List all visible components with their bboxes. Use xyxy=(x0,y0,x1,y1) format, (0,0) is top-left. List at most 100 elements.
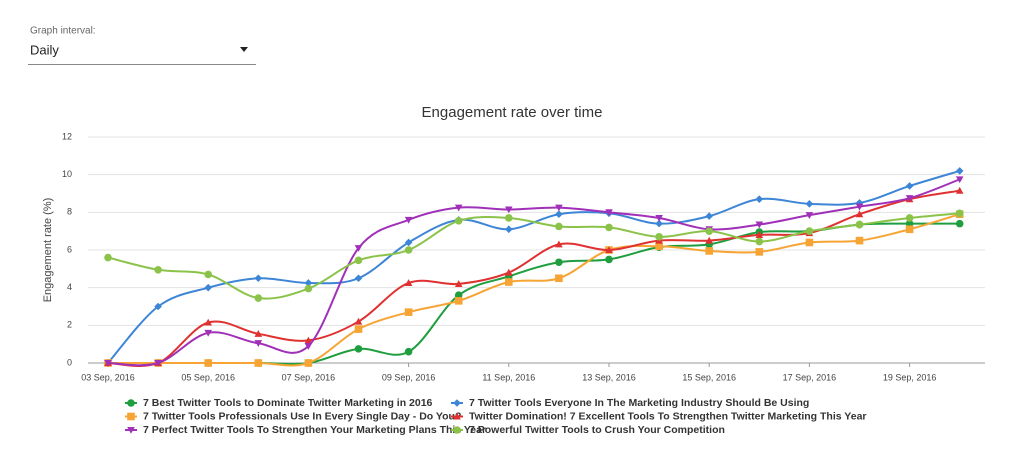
data-point xyxy=(404,308,413,316)
legend-marker xyxy=(127,399,135,407)
x-tick-label: 05 Sep, 2016 xyxy=(181,372,235,382)
data-point xyxy=(505,206,513,214)
legend-label: 7 Perfect Twitter Tools To Strengthen Yo… xyxy=(143,424,486,436)
data-point xyxy=(955,209,964,218)
series-line xyxy=(107,222,960,366)
y-tick-label: 0 xyxy=(67,357,72,367)
series-line xyxy=(107,189,960,367)
data-point xyxy=(354,345,363,353)
x-tick-label: 17 Sep, 2016 xyxy=(783,372,837,382)
legend-marker xyxy=(127,412,135,421)
data-point xyxy=(154,265,162,274)
legend-marker xyxy=(127,426,135,434)
series-line xyxy=(107,212,960,300)
legend-marker xyxy=(453,426,461,434)
data-point xyxy=(605,255,613,264)
data-point xyxy=(855,199,864,207)
dropdown-box[interactable] xyxy=(28,38,256,65)
data-point xyxy=(454,217,463,225)
data-point xyxy=(955,219,964,228)
data-point xyxy=(805,200,814,208)
dropdown-arrow[interactable] xyxy=(240,47,248,52)
x-tick-label: 13 Sep, 2016 xyxy=(582,372,636,382)
data-point xyxy=(905,225,914,234)
data-point xyxy=(955,176,964,184)
data-point xyxy=(905,195,914,203)
chart-title: Engagement rate over time xyxy=(422,104,603,121)
x-tick-label: 11 Sep, 2016 xyxy=(482,372,535,382)
x-tick-label: 09 Sep, 2016 xyxy=(382,372,436,382)
y-tick-label: 4 xyxy=(67,282,72,292)
data-point xyxy=(555,210,563,219)
data-point xyxy=(154,359,162,367)
data-point xyxy=(404,279,413,286)
y-tick-label: 2 xyxy=(67,320,72,330)
data-point xyxy=(204,359,212,367)
x-tick-label: 07 Sep, 2016 xyxy=(282,372,336,382)
legend-label: 7 Powerful Twitter Tools to Crush Your C… xyxy=(469,424,725,436)
data-point xyxy=(705,227,713,235)
data-point xyxy=(655,242,663,251)
data-point xyxy=(254,330,263,337)
data-point xyxy=(454,297,463,305)
data-point xyxy=(755,231,764,238)
data-point xyxy=(304,359,313,367)
data-point xyxy=(605,209,613,217)
data-point xyxy=(955,186,964,194)
data-point xyxy=(755,195,764,203)
legend-marker xyxy=(453,399,461,407)
data-point xyxy=(855,236,864,245)
series-line xyxy=(107,169,960,364)
data-point xyxy=(204,283,212,292)
y-tick-label: 8 xyxy=(67,207,72,217)
data-point xyxy=(304,279,313,287)
data-point xyxy=(655,214,663,222)
data-point xyxy=(354,274,363,283)
data-point xyxy=(404,246,413,254)
data-point xyxy=(705,247,713,255)
data-point xyxy=(404,216,413,224)
y-tick-label: 6 xyxy=(67,244,72,254)
data-point xyxy=(905,214,914,222)
data-point xyxy=(454,204,463,212)
data-point xyxy=(805,238,814,247)
interval-dropdown[interactable]: Daily xyxy=(28,38,256,65)
data-point xyxy=(855,220,864,229)
data-point xyxy=(655,219,663,228)
data-point xyxy=(204,329,212,337)
series-line xyxy=(107,213,960,367)
data-point xyxy=(555,274,563,283)
data-point xyxy=(354,325,363,333)
data-point xyxy=(555,222,563,231)
data-point xyxy=(404,238,413,247)
data-point xyxy=(555,240,563,248)
x-tick-label: 19 Sep, 2016 xyxy=(883,372,937,382)
data-point xyxy=(755,221,764,229)
series-line xyxy=(107,178,961,367)
data-point xyxy=(505,278,513,286)
data-point xyxy=(354,317,363,325)
data-point xyxy=(755,248,764,256)
x-tick-label: 15 Sep, 2016 xyxy=(682,372,736,382)
data-point xyxy=(505,214,513,222)
data-point xyxy=(304,343,313,350)
data-point xyxy=(955,167,964,175)
legend-label: 7 Twitter Tools Everyone In The Marketin… xyxy=(469,397,809,409)
data-point xyxy=(404,347,413,356)
y-tick-label: 12 xyxy=(62,131,72,141)
dropdown-value[interactable]: Daily xyxy=(30,42,59,57)
legend-marker xyxy=(453,412,461,420)
data-point xyxy=(104,253,112,262)
data-point xyxy=(555,258,563,267)
data-point xyxy=(705,212,713,220)
legend-label: Twitter Domination! 7 Excellent Tools To… xyxy=(469,410,867,422)
y-tick-label: 10 xyxy=(62,169,72,179)
data-point xyxy=(204,270,212,279)
data-point xyxy=(354,256,363,265)
data-point xyxy=(605,223,613,232)
y-axis-label: Engagement rate (%) xyxy=(42,198,54,303)
data-point xyxy=(755,237,764,246)
data-point xyxy=(254,359,263,367)
legend-label: 7 Twitter Tools Professionals Use In Eve… xyxy=(143,410,461,422)
